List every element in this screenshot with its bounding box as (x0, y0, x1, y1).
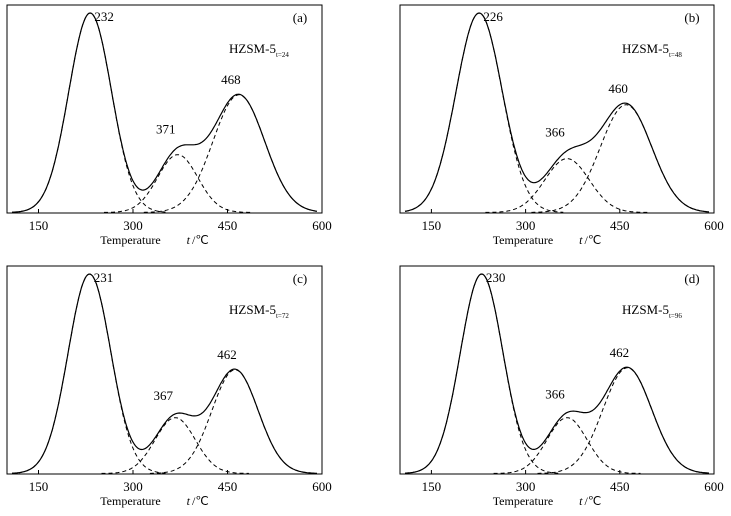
x-tick-label: 300 (123, 479, 143, 494)
x-tick-label: 150 (29, 218, 49, 233)
peak-label: 371 (156, 121, 176, 136)
x-tick-label: 450 (218, 218, 238, 233)
x-axis-label: Temperature t/℃ (493, 494, 602, 508)
x-tick-label: 600 (704, 218, 724, 233)
plot-frame (399, 265, 715, 475)
component-peak-curve-2 (493, 417, 641, 474)
chart-panel-a: 150 300 450 600 Temperature t/℃ (a) HZSM-5t=24 2… (6, 4, 332, 247)
total-tpd-curve (12, 273, 317, 474)
x-axis-label: Temperature t/℃ (493, 233, 602, 247)
total-tpd-curve (404, 12, 710, 213)
x-tick-label: 150 (422, 479, 442, 494)
x-tick-label: 300 (123, 218, 143, 233)
peak-label: 366 (545, 387, 565, 402)
x-tick-label: 150 (422, 218, 442, 233)
component-peak-curve-1 (404, 273, 560, 474)
total-tpd-curve (404, 273, 710, 474)
component-peak-curve-3 (537, 367, 709, 474)
x-tick-label: 600 (704, 479, 724, 494)
peak-label: 468 (221, 72, 241, 87)
component-peak-curve-3 (149, 369, 317, 474)
x-tick-label: 300 (516, 218, 536, 233)
chart-panel-d: 150 300 450 600 Temperature t/℃ (d) HZSM-5t=96 2… (399, 265, 724, 508)
component-peak-curve-1 (12, 12, 169, 213)
peak-label: 462 (610, 345, 630, 360)
peak-label: 231 (94, 270, 114, 285)
plot-frame (6, 4, 323, 214)
peak-label: 226 (483, 9, 503, 24)
peak-label: 462 (217, 347, 237, 362)
component-peak-curve-3 (143, 94, 317, 213)
x-tick-label: 600 (312, 218, 332, 233)
chart-panel-c: 150 300 450 600 Temperature t/℃ (c) HZSM-5t=72 2… (6, 265, 332, 508)
component-peak-curve-1 (404, 12, 564, 213)
component-peak-curve-2 (101, 417, 249, 474)
chart-panel-b: 150 300 450 600 Temperature t/℃ (b) HZSM-5t=48 2… (399, 4, 724, 247)
peak-label: 232 (94, 9, 114, 24)
x-tick-label: 450 (610, 479, 630, 494)
x-axis-label: Temperature t/℃ (100, 494, 209, 508)
x-tick-label: 150 (29, 479, 49, 494)
panel-label: (c) (293, 271, 307, 286)
peak-label: 367 (153, 388, 173, 403)
peak-label: 460 (608, 81, 628, 96)
component-peak-curve-2 (104, 154, 252, 213)
sample-label: HZSM-5t=96 (622, 302, 682, 320)
x-tick-label: 600 (312, 479, 332, 494)
sample-label: HZSM-5t=72 (229, 302, 289, 320)
x-axis-label: Temperature t/℃ (100, 233, 209, 247)
plot-frame (399, 4, 715, 214)
component-peak-curve-1 (12, 273, 167, 474)
total-tpd-curve (12, 12, 318, 213)
panel-label: (d) (684, 271, 699, 286)
sample-label: HZSM-5t=24 (229, 41, 289, 59)
panel-label: (a) (293, 10, 307, 25)
peak-label: 366 (545, 125, 565, 140)
panel-label: (b) (684, 10, 699, 25)
x-tick-label: 450 (610, 218, 630, 233)
x-tick-label: 450 (218, 479, 238, 494)
plot-frame (6, 265, 323, 475)
sample-label: HZSM-5t=48 (622, 41, 682, 59)
peak-label: 230 (486, 270, 506, 285)
x-tick-label: 300 (516, 479, 536, 494)
